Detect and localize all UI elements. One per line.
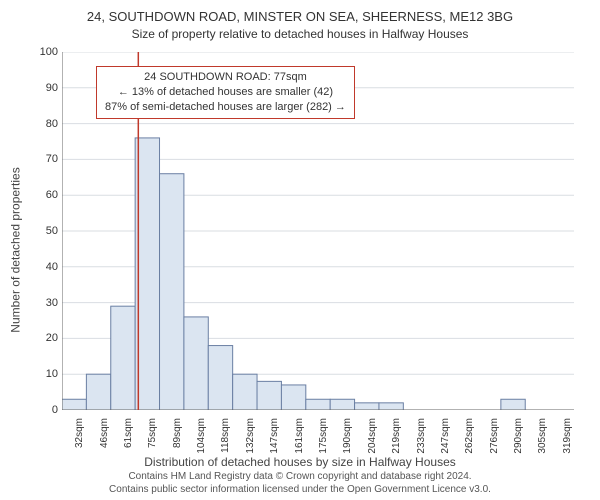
title-address: 24, SOUTHDOWN ROAD, MINSTER ON SEA, SHEE… (0, 8, 600, 26)
bar (86, 374, 110, 410)
chart-container: 24, SOUTHDOWN ROAD, MINSTER ON SEA, SHEE… (0, 0, 600, 500)
callout-line1: 24 SOUTHDOWN ROAD: 77sqm (105, 70, 346, 85)
x-tick: 204sqm (367, 418, 378, 458)
y-tick: 50 (46, 225, 58, 237)
bar (281, 385, 305, 410)
y-axis-label: Number of detached properties (9, 167, 23, 332)
bar (208, 346, 232, 410)
y-tick: 10 (46, 368, 58, 380)
x-tick: 46sqm (99, 418, 110, 458)
x-tick: 290sqm (513, 418, 524, 458)
x-tick: 175sqm (318, 418, 329, 458)
x-tick: 233sqm (416, 418, 427, 458)
y-tick: 20 (46, 332, 58, 344)
x-tick: 262sqm (464, 418, 475, 458)
callout-line2: ← 13% of detached houses are smaller (42… (105, 85, 346, 100)
y-tick: 90 (46, 82, 58, 94)
y-tick: 70 (46, 153, 58, 165)
x-tick: 132sqm (245, 418, 256, 458)
bar (62, 399, 86, 410)
x-tick: 61sqm (123, 418, 134, 458)
y-axis-label-wrap: Number of detached properties (6, 0, 26, 500)
x-tick: 161sqm (294, 418, 305, 458)
y-tick: 100 (40, 46, 58, 58)
callout-line3: 87% of semi-detached houses are larger (… (105, 100, 346, 115)
y-tick: 30 (46, 297, 58, 309)
bar (257, 381, 281, 410)
credits-block: Contains HM Land Registry data © Crown c… (0, 471, 600, 496)
x-tick: 247sqm (440, 418, 451, 458)
x-tick: 32sqm (74, 418, 85, 458)
title-subtitle: Size of property relative to detached ho… (0, 26, 600, 42)
y-tick: 80 (46, 118, 58, 130)
bar (355, 403, 379, 410)
x-tick: 89sqm (172, 418, 183, 458)
x-tick: 276sqm (489, 418, 500, 458)
credit-line1: Contains HM Land Registry data © Crown c… (0, 471, 600, 484)
x-tick: 190sqm (342, 418, 353, 458)
credit-line2: Contains public sector information licen… (0, 484, 600, 497)
bar (111, 306, 135, 410)
x-tick: 305sqm (537, 418, 548, 458)
bar (501, 399, 525, 410)
x-tick: 104sqm (196, 418, 207, 458)
callout-box: 24 SOUTHDOWN ROAD: 77sqm ← 13% of detach… (96, 66, 355, 119)
bar (330, 399, 354, 410)
y-tick: 40 (46, 261, 58, 273)
x-tick: 219sqm (391, 418, 402, 458)
bar (233, 374, 257, 410)
bar (160, 174, 184, 410)
bar (306, 399, 330, 410)
x-tick: 147sqm (269, 418, 280, 458)
x-tick: 319sqm (562, 418, 573, 458)
bar (184, 317, 208, 410)
bar (379, 403, 403, 410)
x-tick: 118sqm (220, 418, 231, 458)
x-tick: 75sqm (147, 418, 158, 458)
y-tick: 0 (52, 404, 58, 416)
y-tick: 60 (46, 189, 58, 201)
chart-title-block: 24, SOUTHDOWN ROAD, MINSTER ON SEA, SHEE… (0, 0, 600, 42)
